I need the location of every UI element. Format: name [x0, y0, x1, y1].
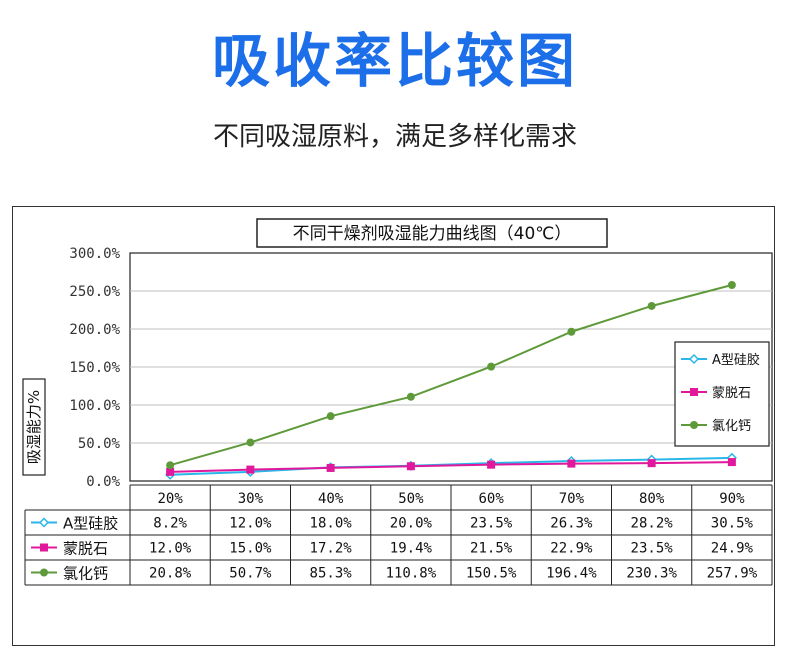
table-cell-value: 20.8%	[149, 566, 192, 582]
data-point	[647, 459, 656, 468]
table-cell-value: 21.5%	[470, 541, 513, 557]
legend-marker	[688, 353, 700, 365]
table-cell-value: 8.2%	[153, 516, 187, 532]
data-point	[166, 461, 175, 470]
table-cell-value: 12.0%	[229, 516, 272, 532]
data-point	[487, 460, 496, 469]
x-tick-label: 50%	[398, 491, 424, 507]
table-cell-value: 28.2%	[631, 516, 674, 532]
data-point	[246, 465, 255, 474]
y-axis-label: 吸湿能力%	[25, 390, 43, 464]
table-series-name: 氯化钙	[63, 565, 108, 583]
x-tick-label: 60%	[478, 491, 504, 507]
data-point	[166, 467, 175, 476]
table-cell-value: 17.2%	[310, 541, 353, 557]
data-point	[567, 327, 576, 336]
data-point	[246, 438, 255, 447]
page-headline: 吸收率比较图	[211, 27, 578, 95]
y-tick-label: 100.0%	[69, 398, 120, 414]
table-cell-value: 85.3%	[310, 566, 353, 582]
data-point	[326, 412, 335, 421]
page-subheadline: 不同吸湿原料，满足多样化需求	[212, 122, 577, 152]
x-tick-label: 70%	[559, 491, 585, 507]
table-cell-value: 22.9%	[550, 541, 593, 557]
legend-label: A型硅胶	[712, 352, 760, 368]
data-point	[567, 459, 576, 468]
table-cell-value: 150.5%	[466, 566, 517, 582]
data-point	[727, 458, 736, 467]
x-tick-label: 90%	[719, 491, 745, 507]
y-tick-label: 50.0%	[78, 436, 121, 452]
table-legend-marker	[38, 517, 50, 528]
table-cell-value: 26.3%	[550, 516, 593, 532]
table-cell-value: 230.3%	[626, 566, 677, 582]
y-tick-label: 250.0%	[69, 284, 120, 300]
table-cell-value: 24.9%	[711, 541, 754, 557]
table-cell-value: 23.5%	[470, 516, 513, 532]
legend-label: 蒙脱石	[712, 386, 751, 401]
table-cell-value: 50.7%	[229, 566, 272, 582]
table-cell-value: 19.4%	[390, 541, 433, 557]
table-series-name: A型硅胶	[63, 515, 118, 533]
table-cell-value: 12.0%	[149, 541, 192, 557]
x-tick-label: 40%	[318, 491, 344, 507]
data-point	[406, 392, 415, 401]
legend-label: 氯化钙	[712, 419, 751, 434]
table-cell-value: 196.4%	[546, 566, 597, 582]
table-cell-value: 257.9%	[707, 566, 758, 582]
chart-title: 不同干燥剂吸湿能力曲线图（40℃）	[293, 224, 572, 244]
data-point	[647, 301, 656, 310]
y-tick-label: 300.0%	[69, 246, 120, 262]
table-cell-value: 20.0%	[390, 516, 433, 532]
series-line-2	[170, 461, 732, 473]
y-tick-label: 200.0%	[69, 322, 120, 338]
legend-marker	[690, 421, 698, 429]
y-axis-label-box	[22, 378, 46, 476]
data-point	[406, 462, 415, 471]
table-legend-marker	[40, 543, 48, 552]
table-cell-value: 18.0%	[310, 516, 353, 532]
data-point	[727, 280, 736, 289]
legend-marker	[690, 388, 698, 396]
y-tick-label: 0.0%	[86, 474, 120, 490]
chart-title-box	[256, 218, 608, 248]
y-tick-label: 150.0%	[69, 360, 120, 376]
table-cell-value: 110.8%	[386, 566, 437, 582]
data-point	[326, 463, 335, 472]
x-tick-label: 30%	[238, 491, 264, 507]
x-tick-label: 20%	[157, 491, 183, 507]
table-legend-marker	[40, 568, 48, 577]
series-line-3	[169, 284, 733, 467]
table-cell-value: 30.5%	[711, 516, 754, 532]
data-point	[487, 362, 496, 371]
line-chart: 不同干燥剂吸湿能力曲线图（40℃） 0.0% 50.0% 100.0% 150.0% 20…	[22, 218, 773, 586]
table-cell-value: 15.0%	[229, 541, 272, 557]
table-series-name: 蒙脱石	[63, 540, 108, 558]
x-tick-label: 80%	[639, 491, 665, 507]
table-cell-value: 23.5%	[631, 541, 674, 557]
chart-frame: 不同干燥剂吸湿能力曲线图（40℃） 0.0% 50.0% 100.0% 150.0% 20…	[12, 206, 775, 646]
